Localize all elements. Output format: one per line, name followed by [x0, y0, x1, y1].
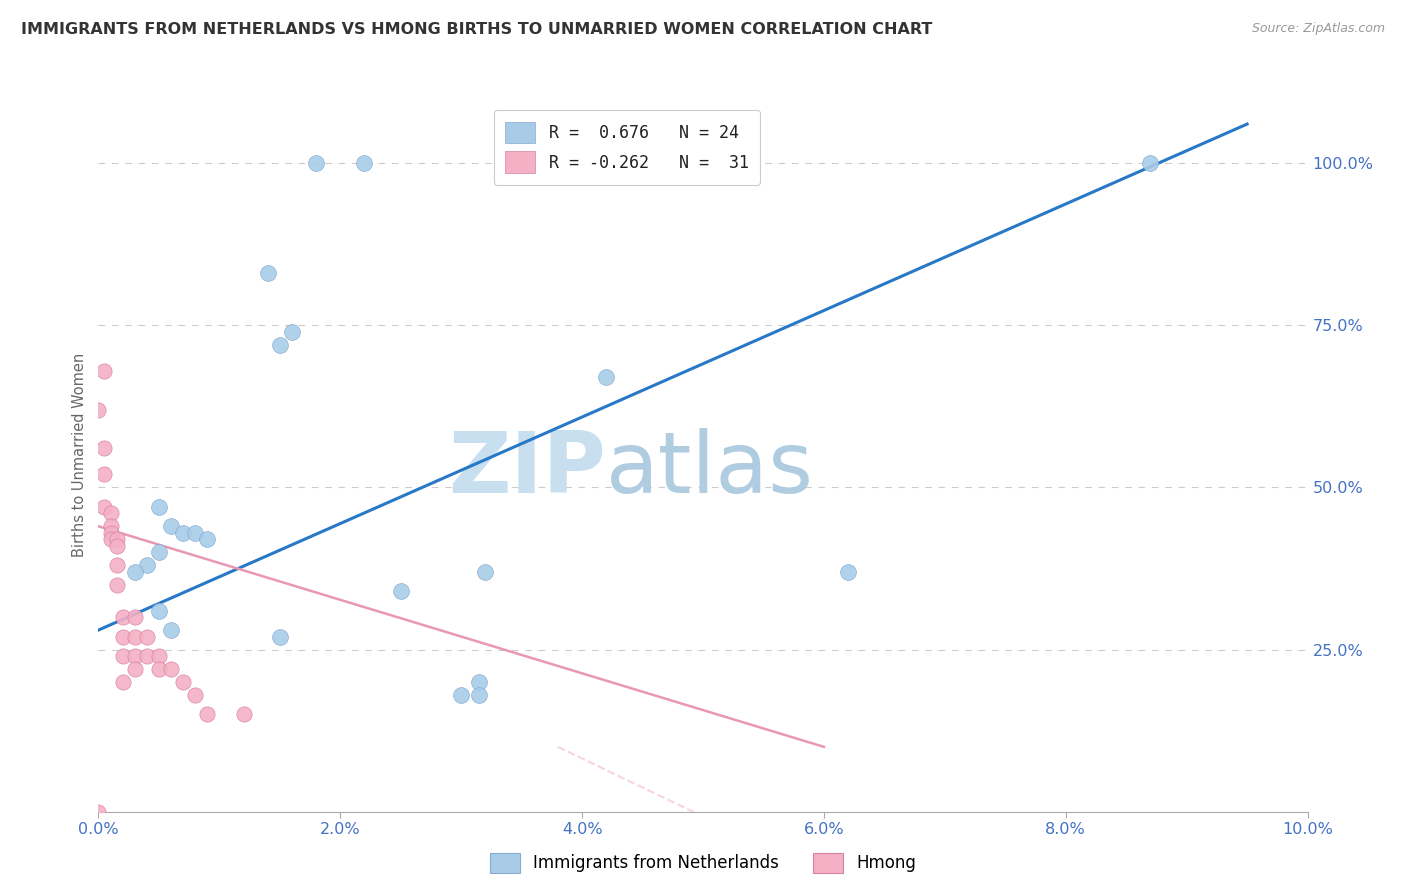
Point	[595, 370, 617, 384]
Point	[111, 630, 134, 644]
Point	[100, 533, 122, 547]
Y-axis label: Births to Unmarried Women: Births to Unmarried Women	[72, 353, 87, 557]
Point	[93, 442, 115, 456]
Text: IMMIGRANTS FROM NETHERLANDS VS HMONG BIRTHS TO UNMARRIED WOMEN CORRELATION CHART: IMMIGRANTS FROM NETHERLANDS VS HMONG BIR…	[21, 22, 932, 37]
Point	[256, 266, 278, 280]
Text: ZIP: ZIP	[449, 427, 606, 511]
Point	[135, 558, 157, 573]
Point	[124, 648, 146, 663]
Point	[195, 533, 218, 547]
Point	[160, 519, 183, 533]
Point	[93, 500, 115, 514]
Point	[124, 662, 146, 676]
Point	[105, 577, 128, 591]
Point	[148, 662, 170, 676]
Point	[105, 539, 128, 553]
Point	[124, 565, 146, 579]
Point	[1139, 156, 1161, 170]
Point	[111, 610, 134, 624]
Point	[184, 688, 207, 702]
Point	[135, 648, 157, 663]
Point	[450, 688, 472, 702]
Legend: Immigrants from Netherlands, Hmong: Immigrants from Netherlands, Hmong	[484, 847, 922, 880]
Point	[111, 675, 134, 690]
Point	[93, 363, 115, 377]
Point	[87, 402, 110, 417]
Point	[474, 565, 496, 579]
Point	[148, 545, 170, 559]
Point	[148, 500, 170, 514]
Point	[148, 604, 170, 618]
Point	[100, 525, 122, 540]
Point	[135, 630, 157, 644]
Point	[172, 525, 194, 540]
Point	[232, 707, 254, 722]
Point	[305, 156, 328, 170]
Text: Source: ZipAtlas.com: Source: ZipAtlas.com	[1251, 22, 1385, 36]
Point	[124, 610, 146, 624]
Point	[100, 506, 122, 520]
Point	[124, 630, 146, 644]
Text: atlas: atlas	[606, 427, 814, 511]
Point	[105, 558, 128, 573]
Point	[184, 525, 207, 540]
Point	[389, 584, 412, 599]
Point	[111, 648, 134, 663]
Point	[148, 648, 170, 663]
Point	[93, 467, 115, 482]
Point	[172, 675, 194, 690]
Legend: R =  0.676   N = 24, R = -0.262   N =  31: R = 0.676 N = 24, R = -0.262 N = 31	[494, 110, 761, 185]
Point	[195, 707, 218, 722]
Point	[837, 565, 859, 579]
Point	[105, 533, 128, 547]
Point	[160, 662, 183, 676]
Point	[468, 688, 491, 702]
Point	[353, 156, 375, 170]
Point	[281, 325, 304, 339]
Point	[269, 630, 291, 644]
Point	[269, 337, 291, 351]
Point	[100, 519, 122, 533]
Point	[87, 805, 110, 819]
Point	[160, 623, 183, 637]
Point	[468, 675, 491, 690]
